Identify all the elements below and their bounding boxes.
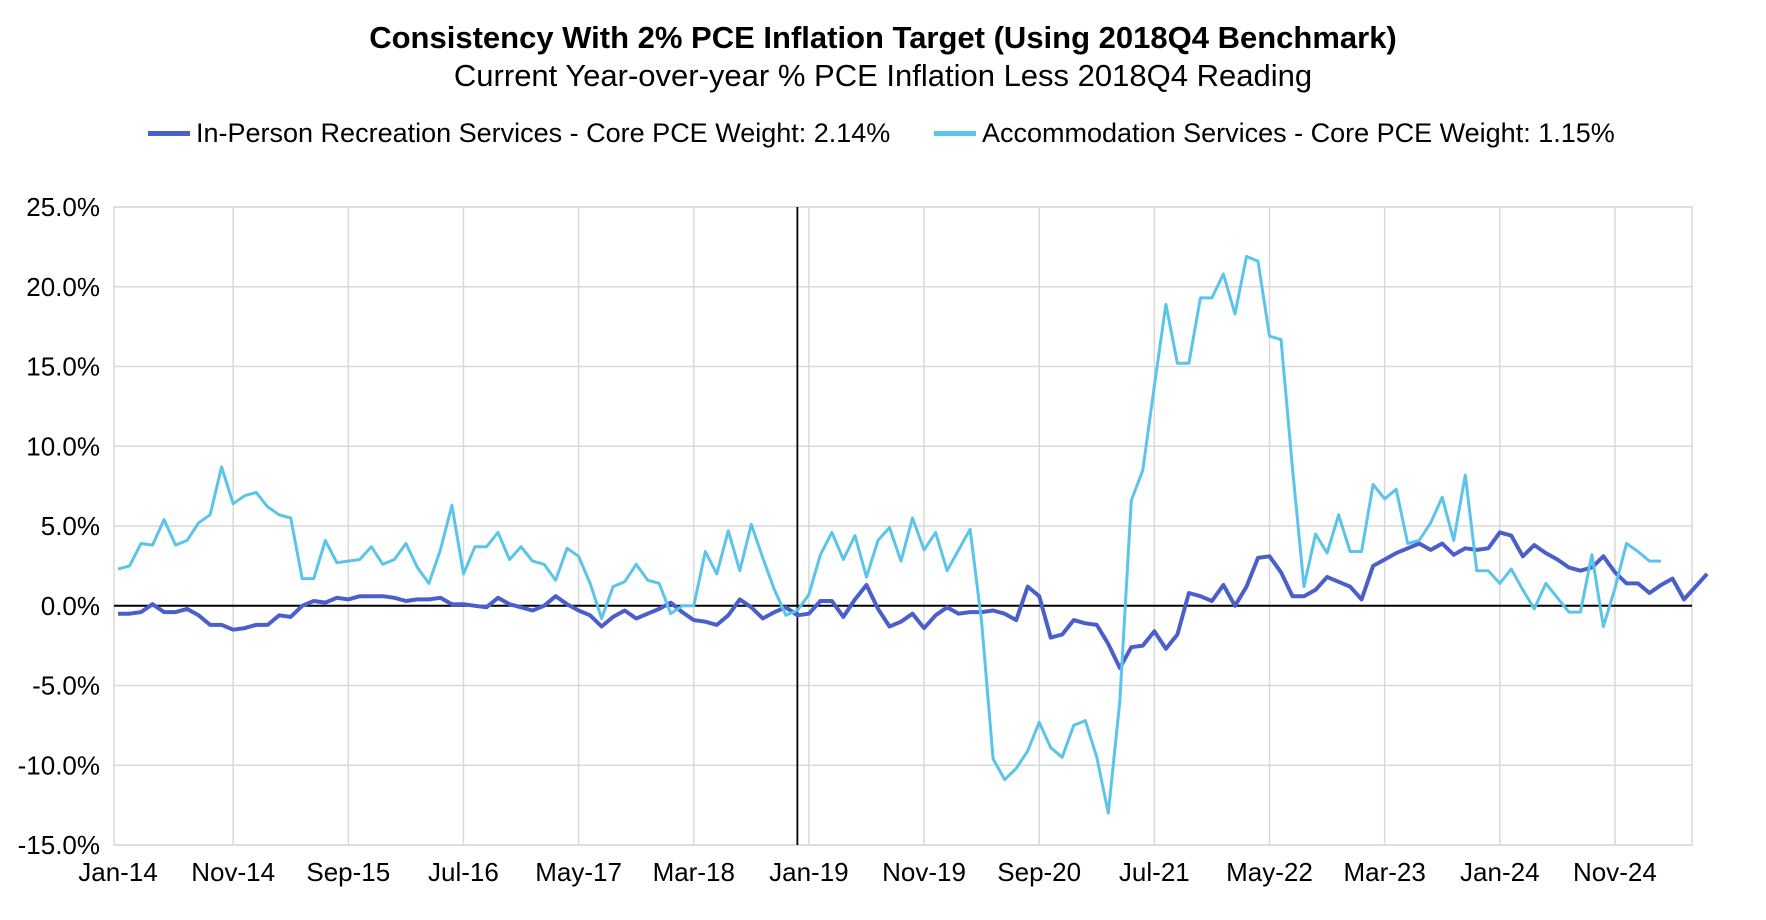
legend-swatch-recreation (148, 131, 190, 136)
x-tick-label: Jan-19 (769, 857, 849, 887)
y-tick-label: 15.0% (26, 352, 100, 382)
x-tick-label: Jan-14 (78, 857, 158, 887)
x-tick-label: Jul-16 (428, 857, 499, 887)
legend-item-recreation: In-Person Recreation Services - Core PCE… (148, 118, 890, 149)
x-tick-label: Nov-24 (1573, 857, 1657, 887)
y-tick-label: 0.0% (41, 591, 100, 621)
x-tick-label: Mar-18 (653, 857, 735, 887)
y-tick-label: 5.0% (41, 511, 100, 541)
chart-subtitle: Current Year-over-year % PCE Inflation L… (453, 58, 1313, 93)
x-tick-label: Nov-14 (191, 857, 275, 887)
x-tick-label: Jul-21 (1119, 857, 1190, 887)
x-tick-label: Sep-20 (997, 857, 1081, 887)
x-tick-label: May-22 (1226, 857, 1313, 887)
x-tick-label: Mar-23 (1343, 857, 1425, 887)
y-tick-label: -15.0% (18, 830, 100, 860)
series-line-accommodation (117, 254, 1661, 815)
y-tick-label: -5.0% (32, 671, 100, 701)
chart-title: Consistency With 2% PCE Inflation Target… (369, 20, 1397, 55)
x-tick-label: Sep-15 (306, 857, 390, 887)
legend-item-accommodation: Accommodation Services - Core PCE Weight… (934, 118, 1615, 149)
legend-label-recreation: In-Person Recreation Services - Core PCE… (196, 118, 891, 148)
legend-label-accommodation: Accommodation Services - Core PCE Weight… (982, 118, 1615, 148)
x-tick-label: May-17 (535, 857, 622, 887)
legend-swatch-accommodation (934, 131, 976, 136)
y-tick-label: 10.0% (26, 431, 100, 461)
y-tick-label: -10.0% (18, 750, 100, 780)
series-line-recreation (118, 530, 1709, 670)
y-tick-label: 20.0% (26, 272, 100, 302)
plot-border (113, 206, 1693, 846)
x-tick-label: Jan-24 (1460, 857, 1540, 887)
y-tick-label: 25.0% (26, 192, 100, 222)
legend: In-Person Recreation Services - Core PCE… (0, 118, 1766, 154)
x-tick-label: Nov-19 (882, 857, 966, 887)
